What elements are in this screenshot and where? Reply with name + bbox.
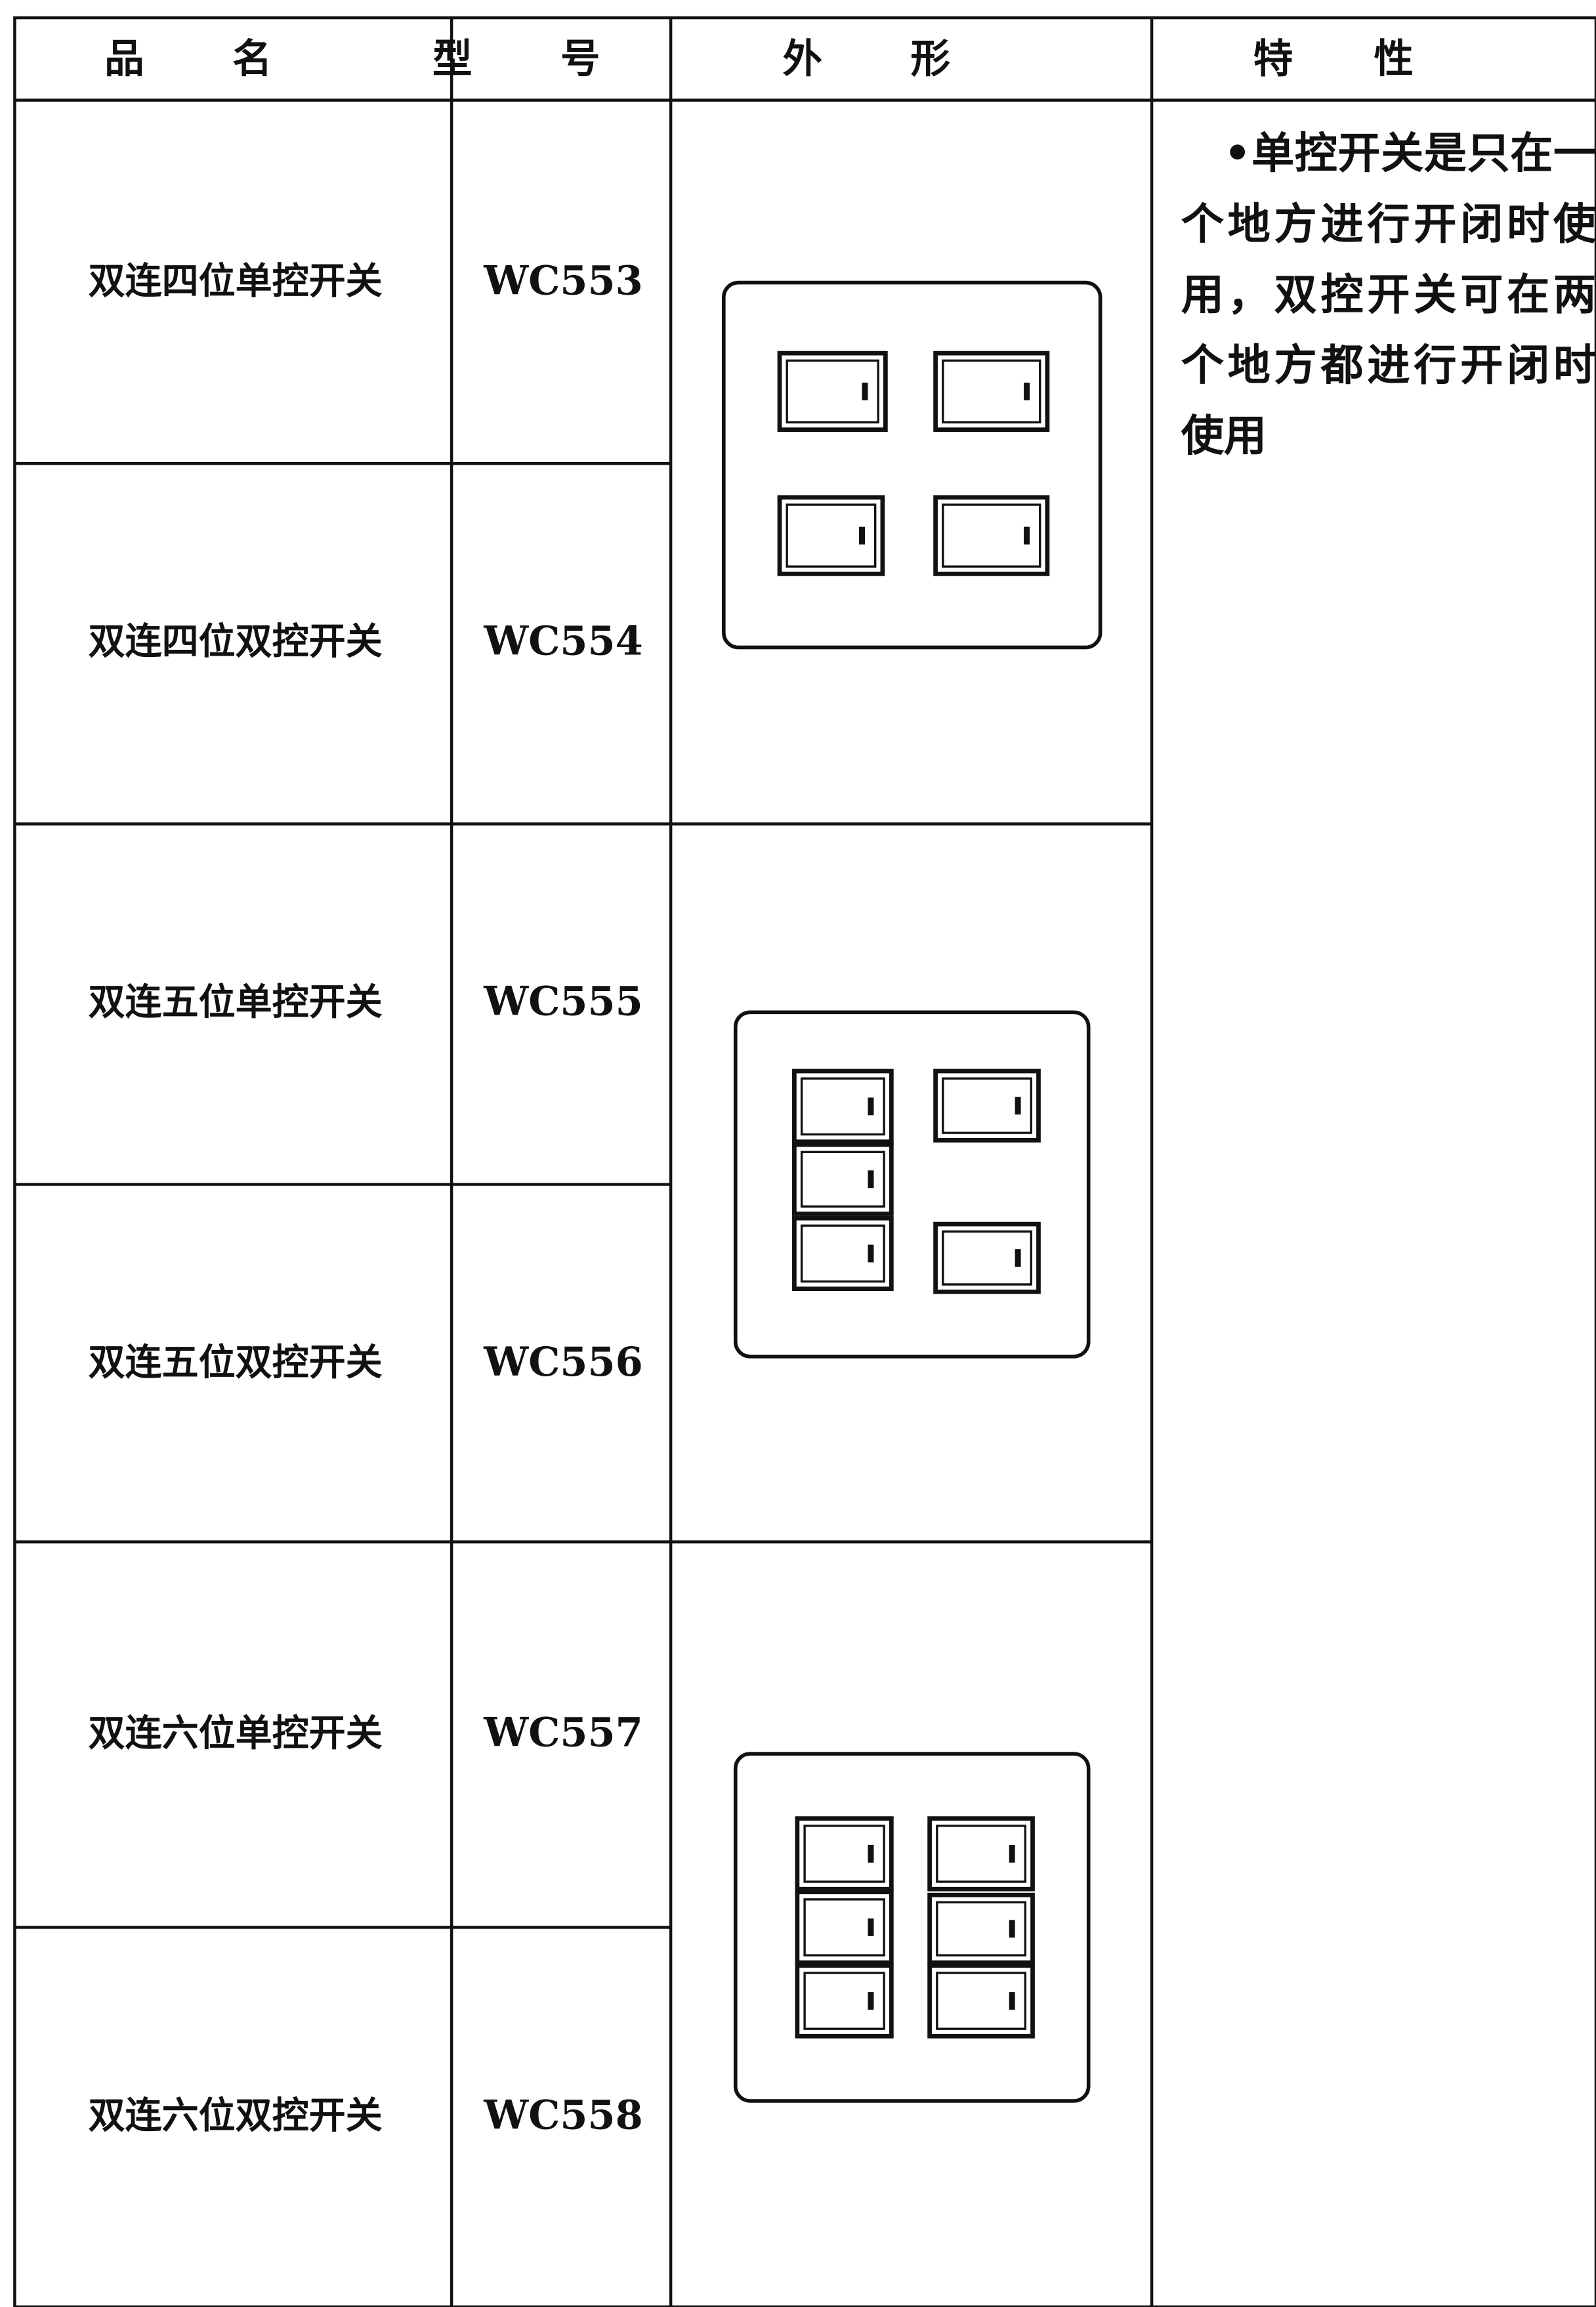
switch-plate [722, 280, 1102, 650]
switch-key-inner [936, 1825, 1026, 1883]
switch-indicator [868, 1844, 874, 1863]
switch-indicator [1009, 1920, 1015, 1938]
features-box: •单控开关是只在一个地方进行开闭时使用，双控开关可在两个地方都进行开闭时使用 [1181, 128, 1596, 461]
product-name: 双连四位双控开关 [89, 620, 383, 664]
model-number: WC557 [483, 1710, 642, 1756]
model-number: WC555 [483, 979, 642, 1025]
switch-key-inner [786, 503, 877, 568]
header-cell: 特性 [1253, 35, 1495, 82]
product-name: 双连六位双控开关 [89, 2094, 383, 2138]
switch-indicator [868, 1097, 874, 1116]
model-number: WC556 [483, 1339, 642, 1386]
switch-indicator [1024, 382, 1030, 400]
header-cell: 型号 [432, 35, 688, 82]
switch-indicator [1009, 1844, 1015, 1863]
switch-indicator [1015, 1249, 1021, 1267]
product-name: 双连五位双控开关 [89, 1341, 383, 1384]
switch-indicator [868, 1170, 874, 1189]
model-number: WC553 [483, 257, 642, 304]
product-name: 双连六位单控开关 [89, 1712, 383, 1755]
switch-indicator [1024, 526, 1030, 545]
product-name: 双连五位单控开关 [89, 981, 383, 1024]
switch-indicator [859, 526, 865, 545]
switch-indicator [868, 1918, 874, 1936]
model-number: WC558 [483, 2092, 642, 2138]
header-cell: 外形 [782, 35, 1038, 82]
features-text: •单控开关是只在一个地方进行开闭时使用，双控开关可在两个地方都进行开闭时使用 [1181, 128, 1596, 461]
switch-indicator [1015, 1097, 1021, 1115]
switch-illustrations [722, 280, 1102, 2103]
model-number: WC554 [483, 618, 642, 664]
switch-indicator [862, 382, 868, 400]
product-name: 双连四位单控开关 [89, 259, 383, 303]
switch-indicator [868, 1992, 874, 2010]
header-cell: 品名 [104, 35, 360, 82]
switch-indicator [868, 1244, 874, 1263]
switch-indicator [1009, 1992, 1015, 2010]
switch-plate [733, 1010, 1091, 1359]
switch-plate [733, 1752, 1091, 2103]
